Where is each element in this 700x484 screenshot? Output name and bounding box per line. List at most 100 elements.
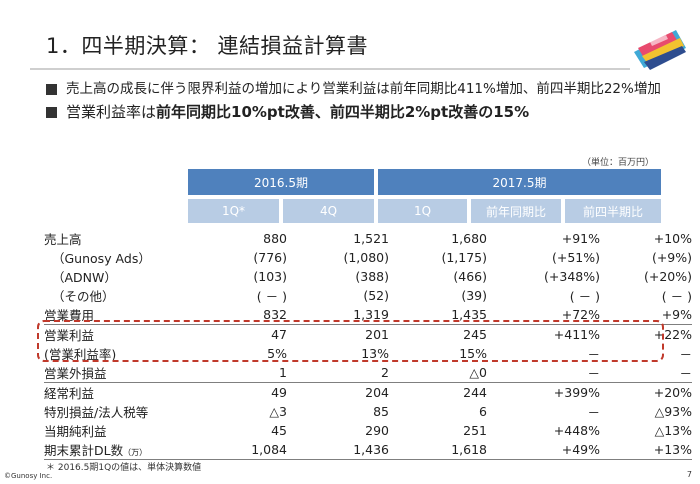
table-cell: 1,618	[389, 440, 487, 460]
row-label-text: 営業外損益	[44, 366, 107, 381]
header-group-2017: 2017.5期	[378, 169, 661, 195]
table-cell: +448%	[553, 423, 600, 438]
table-cell: (1,080)	[343, 250, 389, 265]
row-label-text: 特別損益/法人税等	[44, 405, 149, 420]
table-cell: 1,436	[287, 440, 389, 460]
row-label: 当期純利益	[44, 421, 196, 440]
table-cell: －	[600, 363, 692, 383]
table-cell: 832	[196, 305, 287, 325]
row-label-text: 営業費用	[44, 308, 95, 323]
table-cell: △3	[269, 404, 287, 419]
bullet-marker	[46, 107, 57, 118]
table-cell: +13%	[600, 440, 692, 460]
row-label: （その他）	[44, 286, 196, 305]
table-cell: 1	[196, 363, 287, 383]
row-label-text: 当期純利益	[44, 424, 107, 439]
table-cell: －	[587, 347, 600, 362]
table-row: 営業外損益 1 2 △0 －－	[44, 363, 692, 383]
table-cell: ( － )	[569, 289, 600, 304]
row-unit: （万）	[123, 448, 148, 457]
table-row: （その他） ( － ) (52) (39) ( － ) ( － )	[44, 286, 692, 305]
page-number: 7	[686, 470, 692, 479]
bullet-bold-text: 前年同期比10%pt改善、前四半期比2%pt改善の15%	[156, 103, 530, 121]
row-label-text: (営業利益率)	[44, 347, 117, 362]
table-cell: 880	[263, 231, 287, 246]
table-cell: 2	[287, 363, 389, 383]
row-label-text: 売上高	[44, 232, 82, 247]
table-cell: △13%	[654, 423, 692, 438]
copyright: ©Gunosy Inc.	[4, 472, 53, 480]
income-statement-table: 売上高 880 1,521 1,680 +91% +10% （Gunosy Ads） (776…	[44, 229, 692, 460]
table-cell: +411%	[553, 327, 600, 342]
table-cell: (+20%)	[643, 269, 692, 284]
table-cell: +72%	[487, 305, 600, 325]
row-label-text: （ADNW）	[52, 270, 117, 285]
title-divider	[30, 68, 630, 70]
table-cell: 1,319	[287, 305, 389, 325]
table-cell: 85	[373, 404, 389, 419]
row-label-text: （その他）	[52, 289, 115, 304]
row-label: 経常利益	[44, 383, 196, 403]
table-cell: (103)	[253, 269, 287, 284]
table-cell: 15%	[459, 346, 487, 361]
table-cell: 5%	[267, 346, 287, 361]
row-label: 売上高	[44, 229, 196, 248]
column-header: 前年同期比	[471, 199, 561, 223]
row-label-text: 営業利益	[44, 328, 95, 343]
column-header: 1Q	[378, 199, 467, 223]
footnote: ＊ 2016.5期1Qの値は、単体決算数値	[46, 463, 202, 473]
bullet-text: 営業利益率は前年同期比10%pt改善、前四半期比2%pt改善の15%	[66, 103, 666, 122]
table-cell: (466)	[453, 269, 487, 284]
table-cell: (+348%)	[544, 269, 600, 284]
table-cell: 251	[463, 423, 487, 438]
header-group-2016: 2016.5期	[188, 169, 374, 195]
column-header: 4Q	[283, 199, 374, 223]
bullet-text: 売上高の成長に伴う限界利益の増加により営業利益は前年同期比411%増加、前四半期…	[66, 81, 661, 97]
row-label: (営業利益率)	[44, 344, 196, 363]
bullet-prefix: 営業利益率は	[66, 103, 157, 121]
row-label: 営業外損益	[44, 363, 196, 383]
table-cell: (388)	[355, 269, 389, 284]
row-label: （ADNW）	[44, 267, 196, 286]
column-header: 前四半期比	[565, 199, 661, 223]
table-row: 当期純利益 45 290 251 +448% △13%	[44, 421, 692, 440]
operating-profit-highlight	[37, 320, 664, 362]
table-cell: 1,680	[451, 231, 487, 246]
table-cell: +9%	[600, 305, 692, 325]
table-row: (営業利益率) 5% 13% 15% － －	[44, 344, 692, 363]
table-cell: 244	[463, 385, 487, 400]
table-cell: +20%	[653, 385, 692, 400]
table-cell: 45	[271, 423, 287, 438]
table-cell: －	[679, 347, 692, 362]
table-row: 営業利益 47 201 245 +411% +22%	[44, 325, 692, 345]
bullet-list: 売上高の成長に伴う限界利益の増加により営業利益は前年同期比411%増加、前四半期…	[46, 80, 666, 126]
bullet-item: 売上高の成長に伴う限界利益の増加により営業利益は前年同期比411%増加、前四半期…	[46, 80, 666, 99]
table-cell: ( － )	[256, 289, 287, 304]
row-label-text: （Gunosy Ads）	[52, 251, 151, 266]
table-cell: △93%	[654, 404, 692, 419]
slide-title: 1．四半期決算： 連結損益計算書	[46, 34, 369, 58]
table-cell: 204	[365, 385, 389, 400]
table-cell: (1,175)	[441, 250, 487, 265]
table-cell: ( － )	[661, 289, 692, 304]
table-cell: (39)	[461, 288, 487, 303]
row-label: 期末累計DL数（万）	[44, 440, 196, 460]
table-cell: 49	[271, 385, 287, 400]
row-label: （Gunosy Ads）	[44, 248, 196, 267]
table-cell: (52)	[363, 288, 389, 303]
table-cell: 290	[365, 423, 389, 438]
table-cell: －	[487, 363, 600, 383]
table-cell: 6	[479, 404, 487, 419]
table-cell: －	[587, 405, 600, 420]
table-cell: +91%	[561, 231, 600, 246]
table-row: 特別損益/法人税等 △3 85 6 － △93%	[44, 402, 692, 421]
table-cell: (+51%)	[551, 250, 600, 265]
table-cell: △0	[389, 363, 487, 383]
table-row: 売上高 880 1,521 1,680 +91% +10%	[44, 229, 692, 248]
table-cell: 201	[365, 327, 389, 342]
table-cell: 47	[271, 327, 287, 342]
table-cell: 1,435	[389, 305, 487, 325]
table-cell: 13%	[361, 346, 389, 361]
table-cell: (+9%)	[651, 250, 692, 265]
bullet-item: 営業利益率は前年同期比10%pt改善、前四半期比2%pt改善の15%	[46, 103, 666, 122]
